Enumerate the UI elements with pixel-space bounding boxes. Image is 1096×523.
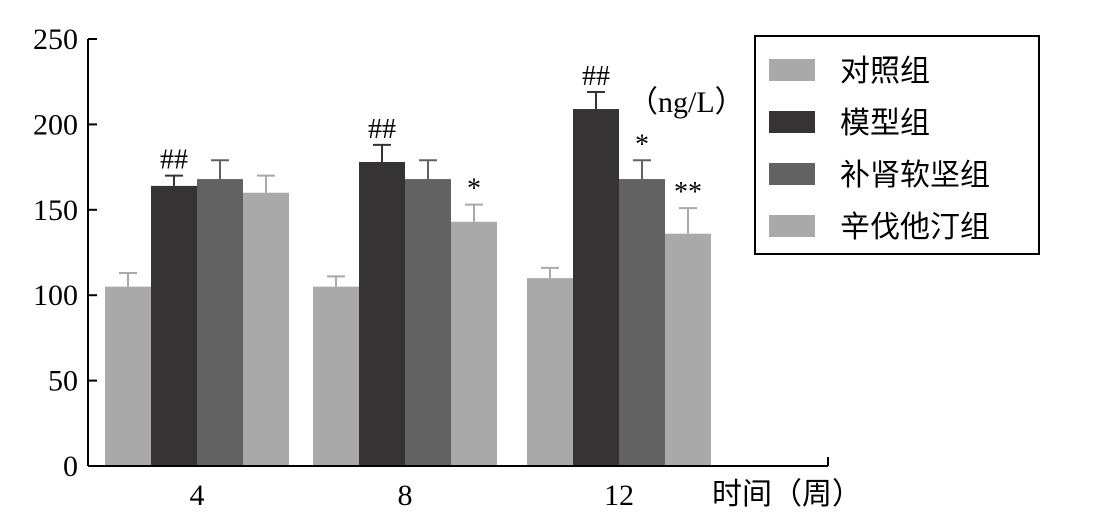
bar-3-4 [197, 179, 243, 466]
legend-swatch-1 [769, 59, 815, 81]
y-tick-label-50: 50 [48, 365, 78, 398]
bar-4-12 [665, 233, 711, 466]
bar-1-12 [527, 278, 573, 466]
bar-3-12 [619, 179, 665, 466]
bar-2-12 [573, 109, 619, 466]
significance-mark-2-12: ## [582, 61, 610, 92]
legend-swatch-3 [769, 163, 815, 185]
bar-2-8 [359, 161, 405, 466]
x-axis-label: 时间（周） [712, 478, 862, 511]
y-tick-label-250: 250 [33, 23, 78, 56]
bar-1-4 [105, 286, 151, 466]
significance-mark-4-8: * [467, 174, 481, 205]
bar-1-8 [313, 286, 359, 466]
bar-2-4 [151, 185, 197, 466]
axes-layer [87, 38, 829, 467]
bars-layer [105, 90, 711, 466]
legend-label-3: 补肾软坚组 [840, 159, 990, 192]
bar-4-8 [451, 221, 497, 466]
legend-label-4: 辛伐他汀组 [840, 211, 990, 244]
legend-label-1: 对照组 [840, 55, 930, 88]
y-tick-label-100: 100 [33, 279, 78, 312]
y-tick-label-0: 0 [63, 450, 78, 483]
y-tick-label-200: 200 [33, 108, 78, 141]
significance-mark-3-12: * [635, 129, 649, 160]
significance-mark-2-8: ## [368, 114, 396, 145]
bar-4-4 [243, 192, 289, 466]
bar-3-8 [405, 179, 451, 466]
x-tick-label-8: 8 [398, 479, 413, 512]
legend-label-2: 模型组 [840, 107, 930, 140]
significance-mark-2-4: ## [160, 145, 188, 176]
x-tick-label-4: 4 [190, 479, 205, 512]
significance-mark-4-12: ** [674, 177, 702, 208]
x-tick-label-12: 12 [604, 479, 634, 512]
y-unit-label: （ng/L） [628, 86, 745, 119]
legend-swatch-2 [769, 111, 815, 133]
y-tick-label-150: 150 [33, 194, 78, 227]
legend-swatch-4 [769, 215, 815, 237]
